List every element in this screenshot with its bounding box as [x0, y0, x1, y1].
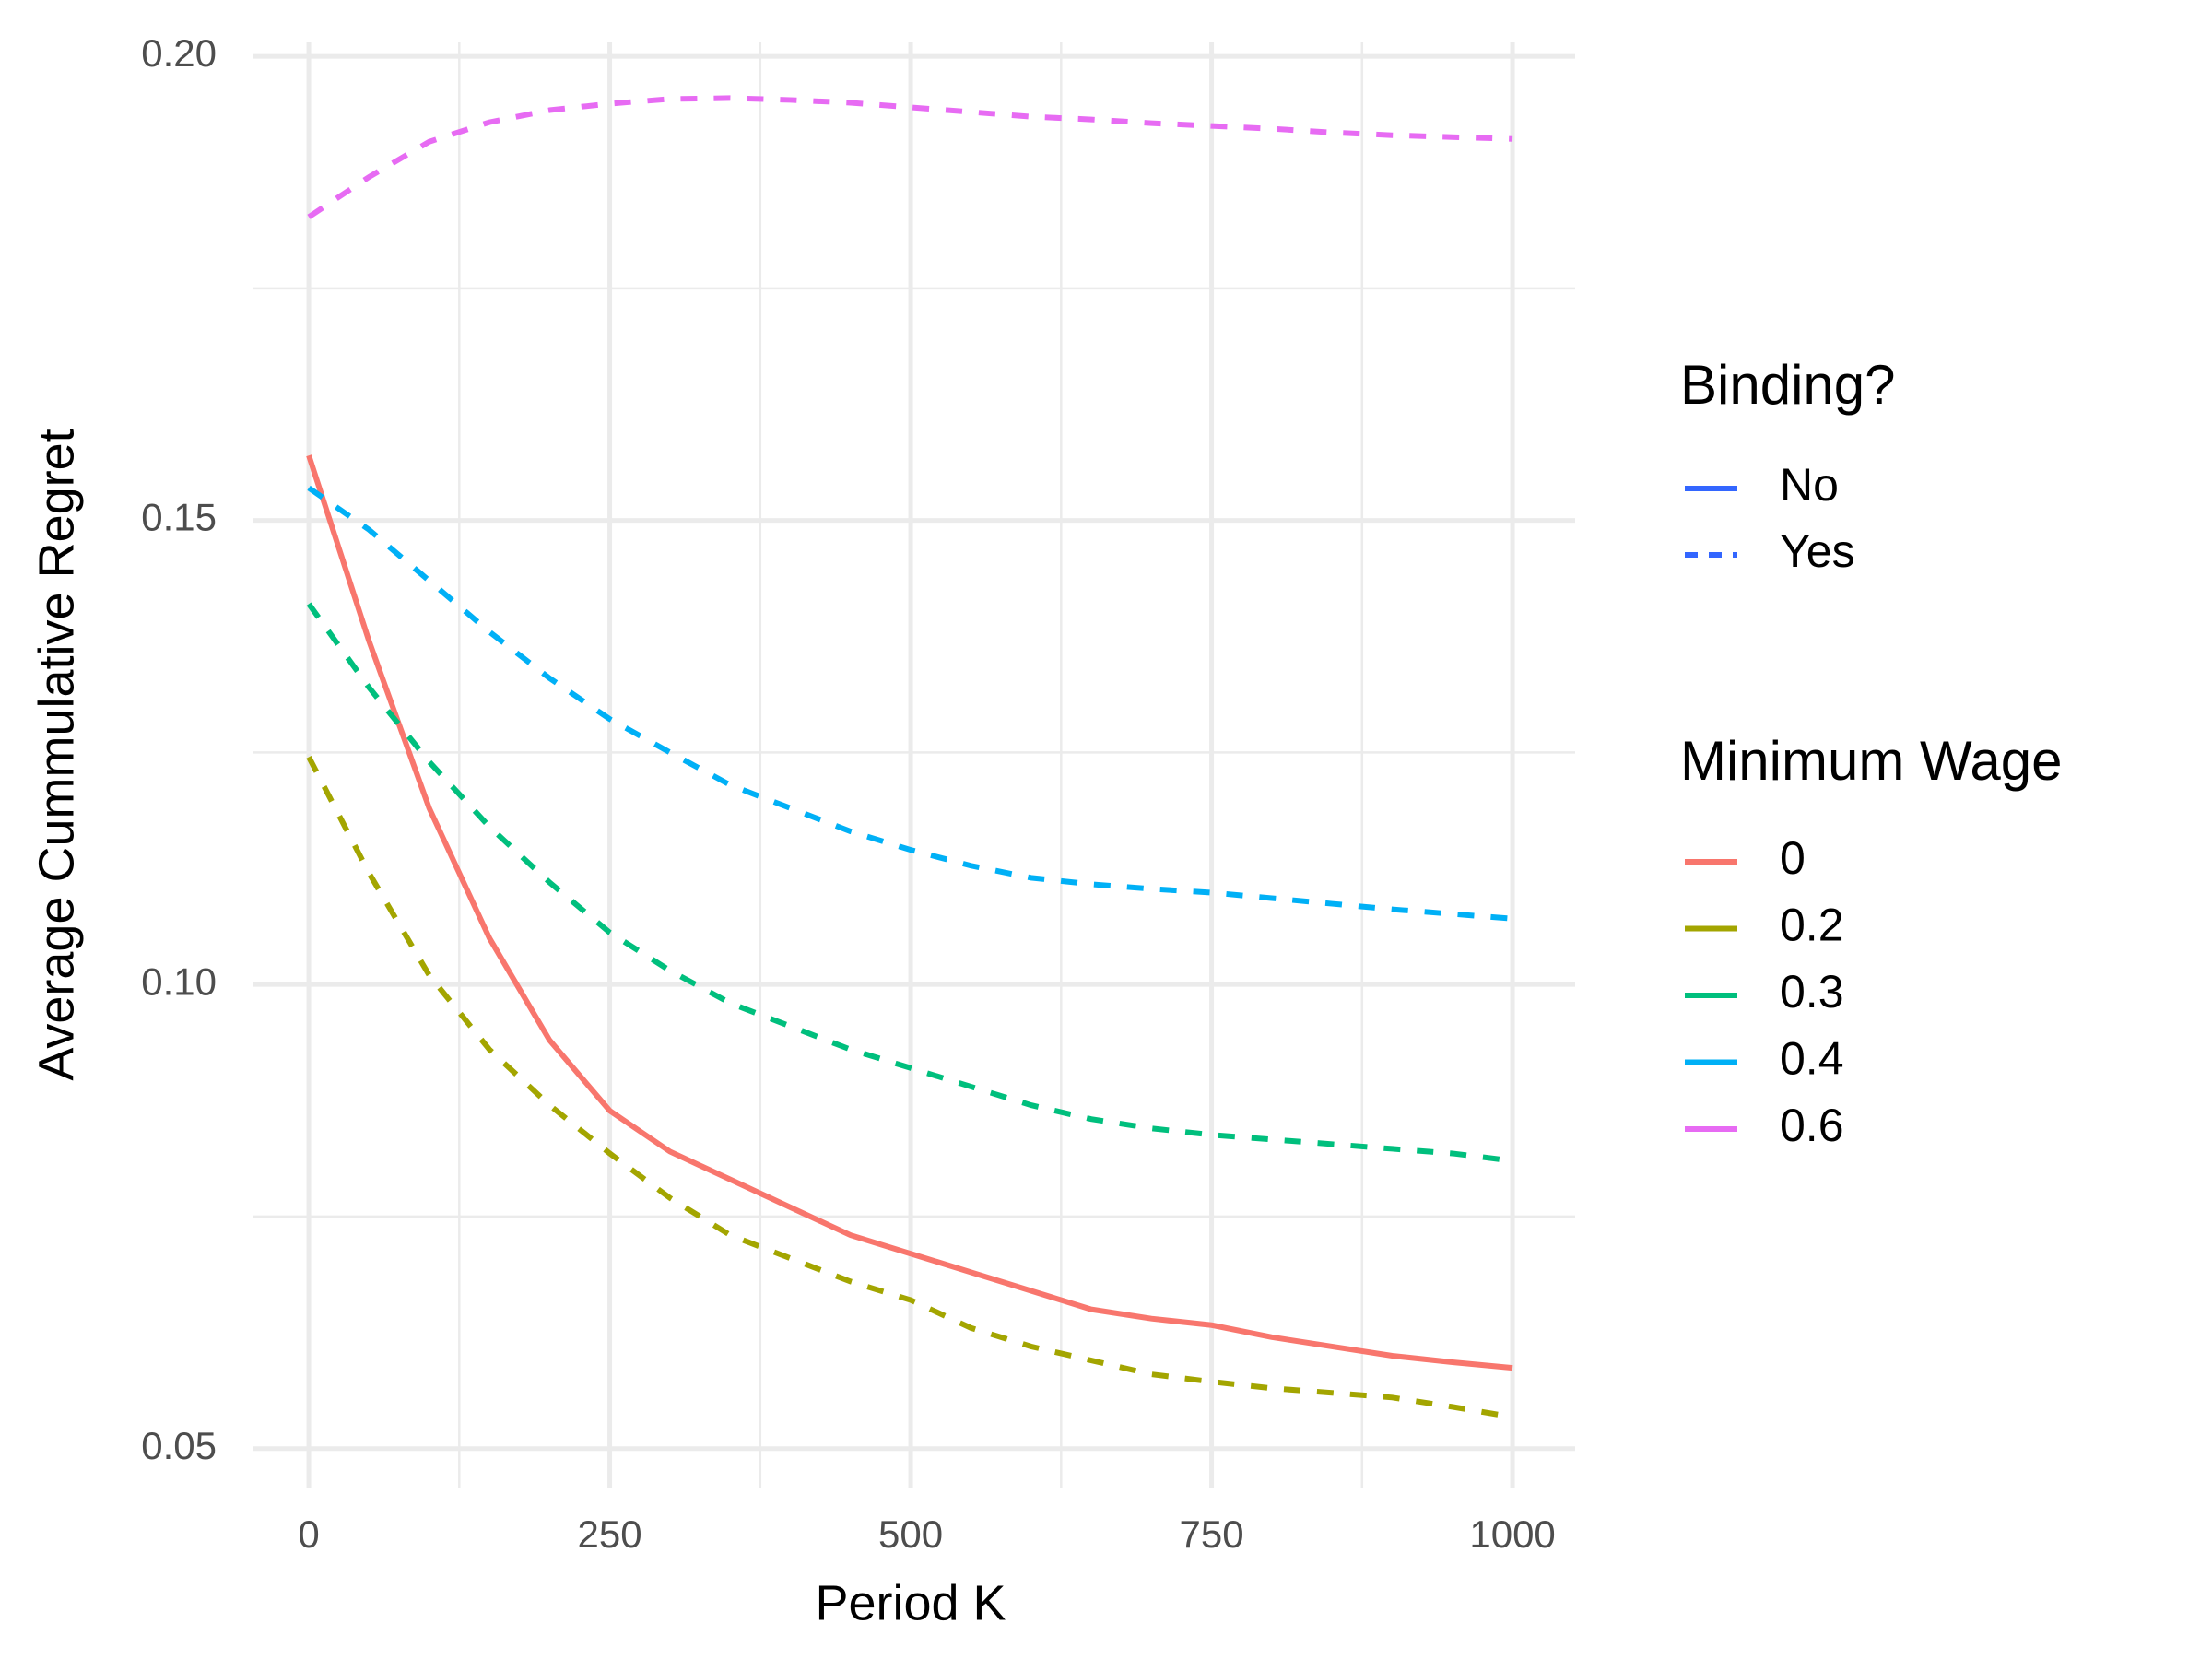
y-axis-title: Average Cummulative Regret: [29, 429, 84, 1080]
legend-label: 0.2: [1780, 900, 1844, 951]
y-tick-label: 0.10: [141, 959, 217, 1003]
x-tick-label: 500: [878, 1512, 943, 1556]
series-line: [306, 756, 1513, 1420]
series-line: [306, 602, 1513, 1164]
x-tick-label: 1000: [1469, 1512, 1555, 1556]
x-tick-label: 250: [578, 1512, 642, 1556]
y-tick-label: 0.20: [141, 31, 217, 75]
legend-title: Minimum Wage: [1680, 730, 2063, 792]
series-line: [306, 454, 1513, 1371]
y-tick-label: 0.15: [141, 496, 217, 539]
legend-label: 0.4: [1780, 1033, 1844, 1085]
series-line: [307, 485, 1513, 922]
legend-label: 0.6: [1780, 1100, 1844, 1151]
x-tick-label: 750: [1180, 1512, 1244, 1556]
legend-label: 0: [1780, 832, 1806, 884]
legend-label: Yes: [1780, 525, 1855, 577]
x-axis-title: Period K: [815, 1575, 1006, 1630]
y-tick-label: 0.05: [141, 1424, 217, 1467]
x-tick-label: 0: [298, 1512, 319, 1556]
legend-label: 0.3: [1780, 966, 1844, 1018]
legend-title: Binding?: [1680, 354, 1896, 416]
series-line: [307, 95, 1513, 219]
legend-label: No: [1780, 459, 1839, 511]
